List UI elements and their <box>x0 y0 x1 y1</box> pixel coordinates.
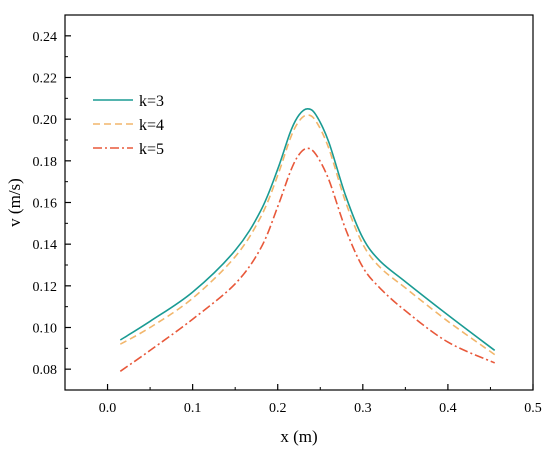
legend: k=3 k=4 k=5 <box>93 93 164 158</box>
x-tick-label: 0.4 <box>439 401 457 416</box>
legend-label-3: k=5 <box>139 141 164 158</box>
x-tick-label: 0.1 <box>184 401 202 416</box>
y-tick-label: 0.22 <box>33 72 58 87</box>
x-axis-title: x (m) <box>280 427 317 446</box>
axes: 0.0 0.1 0.2 0.3 0.4 0.5 0.08 0.10 0.12 0.14 0.16 0.… <box>33 14 542 416</box>
plot-area <box>119 107 496 372</box>
legend-label-1: k=3 <box>139 93 164 110</box>
series-line-2 <box>119 114 496 356</box>
y-tick-label: 0.18 <box>33 155 58 170</box>
plot-frame <box>64 14 534 391</box>
x-tick-label: 0.0 <box>99 401 117 416</box>
y-tick-label: 0.24 <box>33 30 58 45</box>
y-tick-label: 0.12 <box>33 280 58 295</box>
y-tick-label: 0.14 <box>33 238 58 253</box>
y-tick-label: 0.10 <box>33 322 58 337</box>
y-axis-title: v (m/s) <box>5 178 24 227</box>
legend-label-2: k=4 <box>139 117 164 134</box>
y-tick-label: 0.16 <box>33 197 58 212</box>
series-line-3 <box>119 147 496 372</box>
y-tick-label: 0.20 <box>33 113 58 128</box>
x-tick-label: 0.5 <box>524 401 542 416</box>
x-tick-label: 0.2 <box>269 401 287 416</box>
y-tick-label: 0.08 <box>33 363 58 378</box>
x-tick-label: 0.3 <box>354 401 372 416</box>
series-line-1 <box>119 107 496 352</box>
